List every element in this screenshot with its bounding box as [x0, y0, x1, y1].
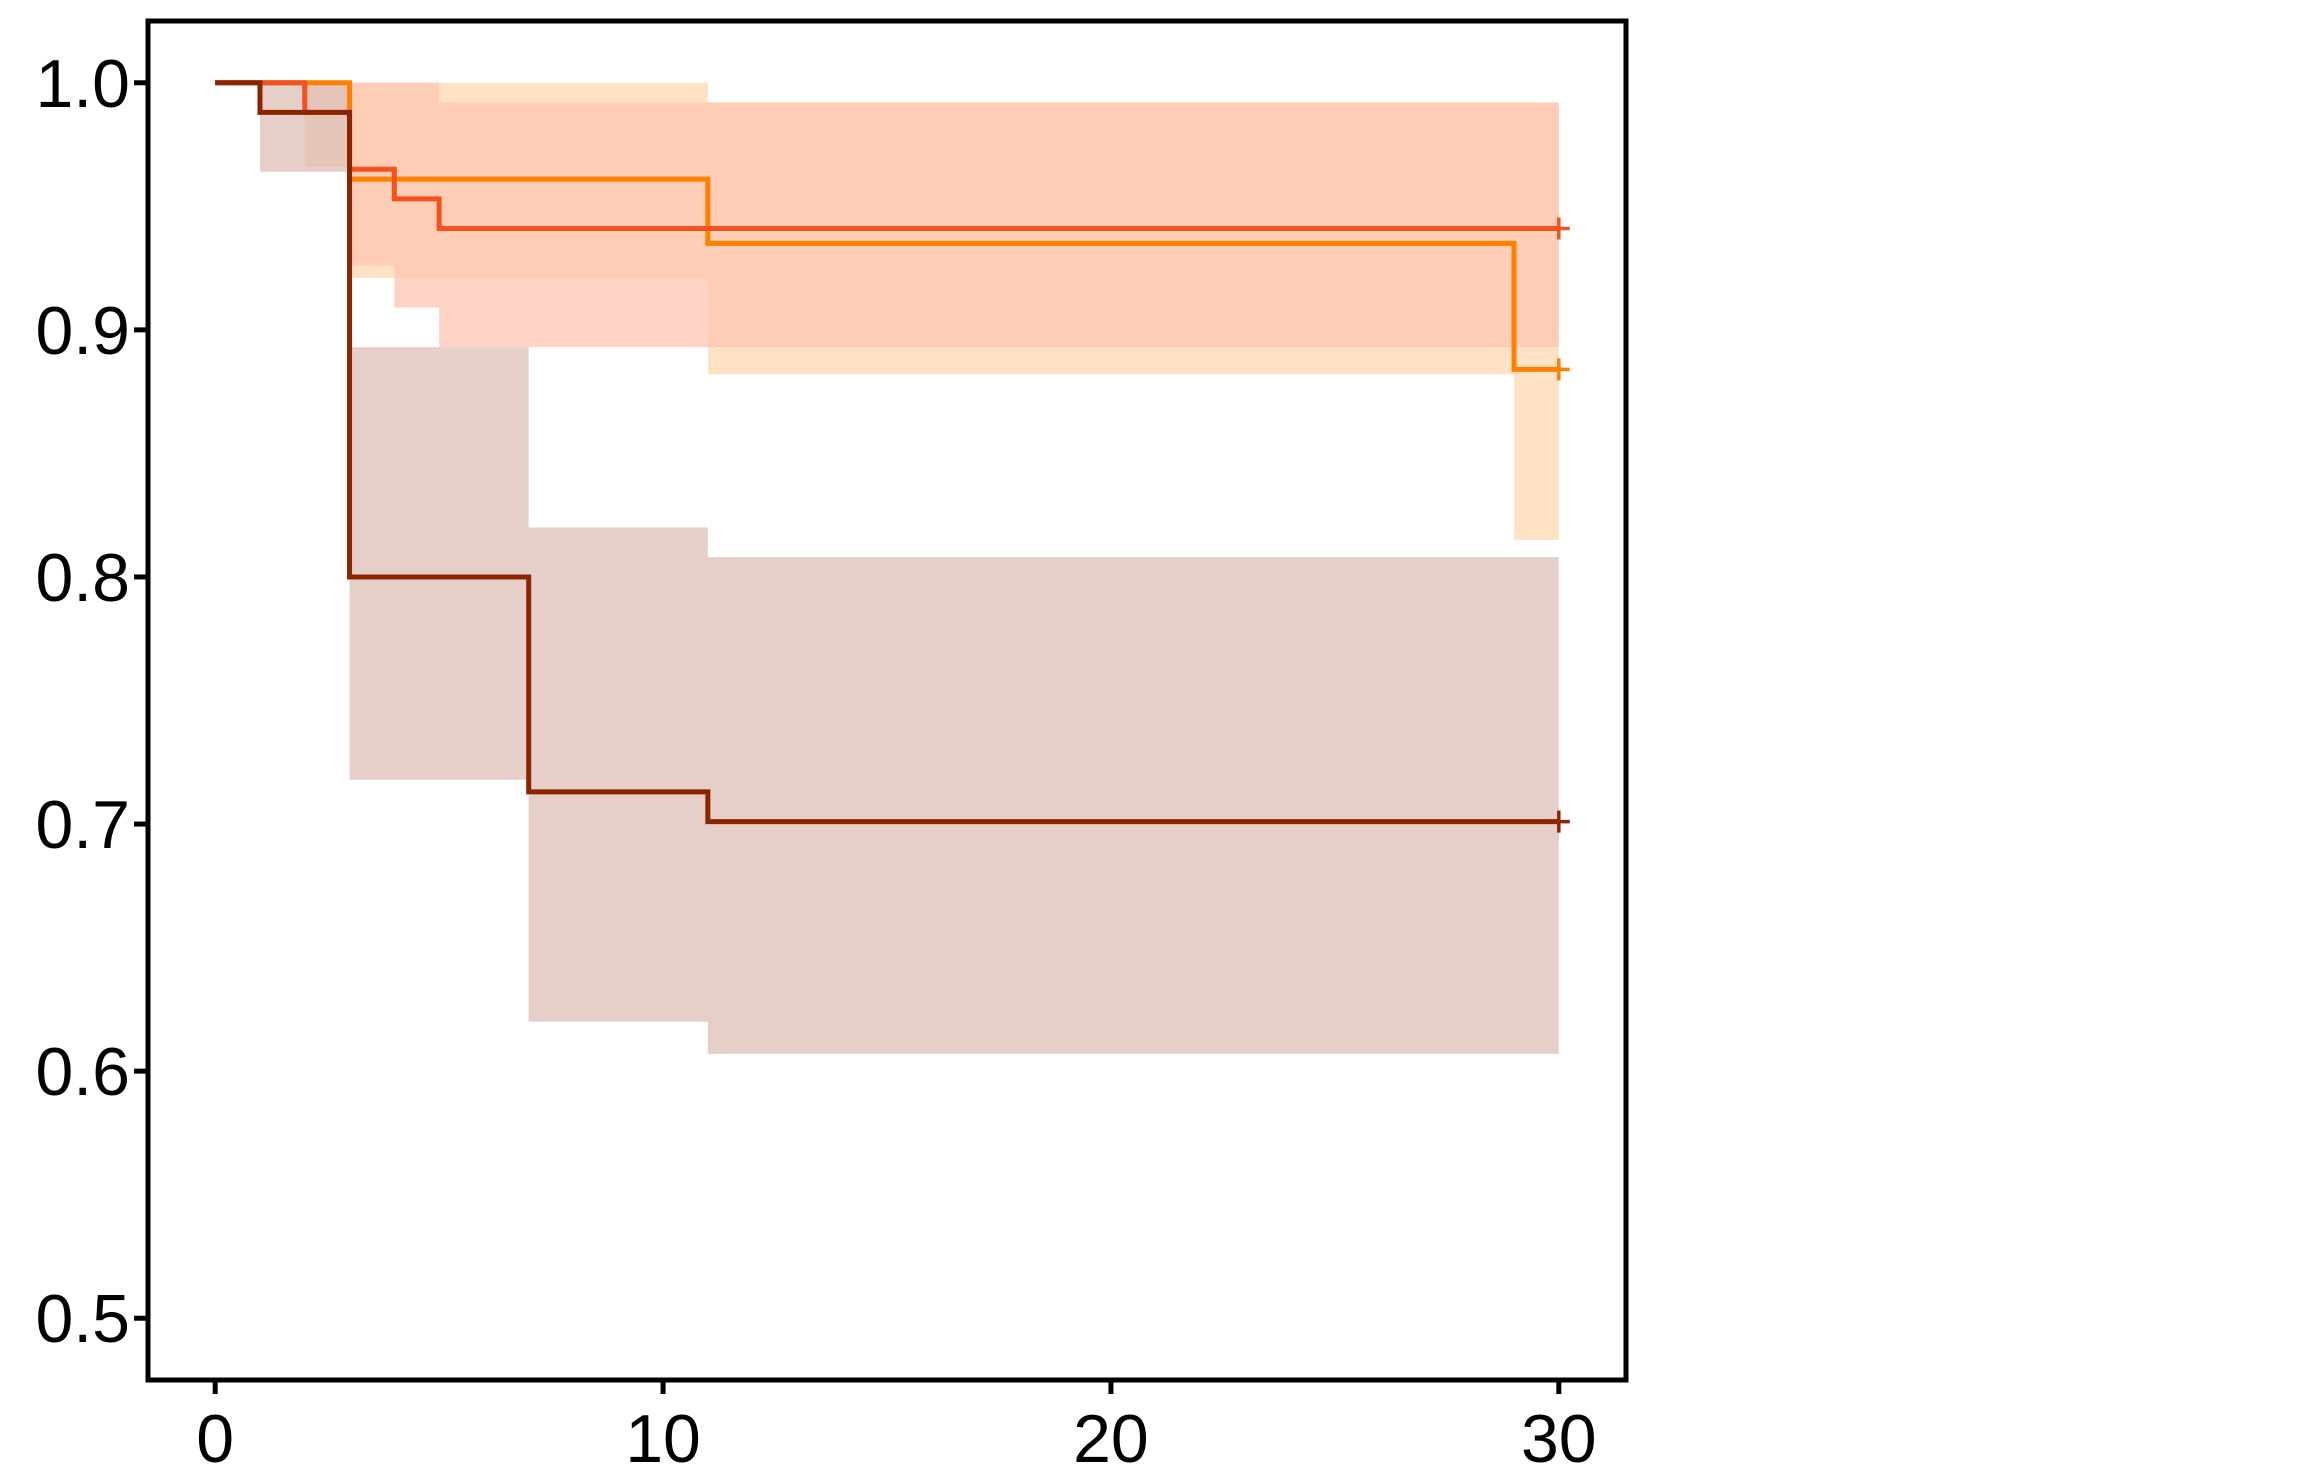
x-tick-label: 30 [1521, 1401, 1597, 1477]
plot-frame [145, 18, 1629, 1383]
y-tick-label: 0.5 [35, 1281, 130, 1357]
survival-curve-2 [215, 80, 1559, 232]
censor-markers [1547, 217, 1570, 833]
survival-curve-1 [215, 80, 1559, 372]
x-tick-label: 0 [196, 1401, 234, 1477]
survival-curve-3 [215, 80, 1559, 825]
y-tick-label: 0.8 [35, 540, 130, 616]
confidence-band-3 [215, 82, 1559, 1054]
confidence-band-2 [215, 82, 1559, 348]
censor-marker-2-1 [1547, 217, 1570, 240]
censor-marker-1-1 [1547, 358, 1570, 381]
x-axis: 0 10 20 30 [196, 1380, 1597, 1477]
x-tick-label: 20 [1073, 1401, 1149, 1477]
y-tick-label: 1.0 [35, 46, 130, 122]
censor-marker-3-1 [1547, 810, 1570, 833]
x-tick-label: 10 [625, 1401, 701, 1477]
y-tick-label: 0.9 [35, 293, 130, 369]
y-tick-label: 0.7 [35, 787, 130, 863]
y-tick-label: 0.6 [35, 1034, 130, 1110]
y-axis: 0.5 0.6 0.7 0.8 0.9 1.0 [35, 46, 148, 1357]
confidence-bands [215, 82, 1559, 1054]
survival-curves [215, 80, 1559, 825]
